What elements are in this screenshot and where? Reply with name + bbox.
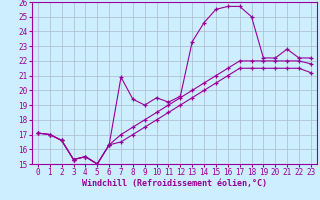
X-axis label: Windchill (Refroidissement éolien,°C): Windchill (Refroidissement éolien,°C)	[82, 179, 267, 188]
